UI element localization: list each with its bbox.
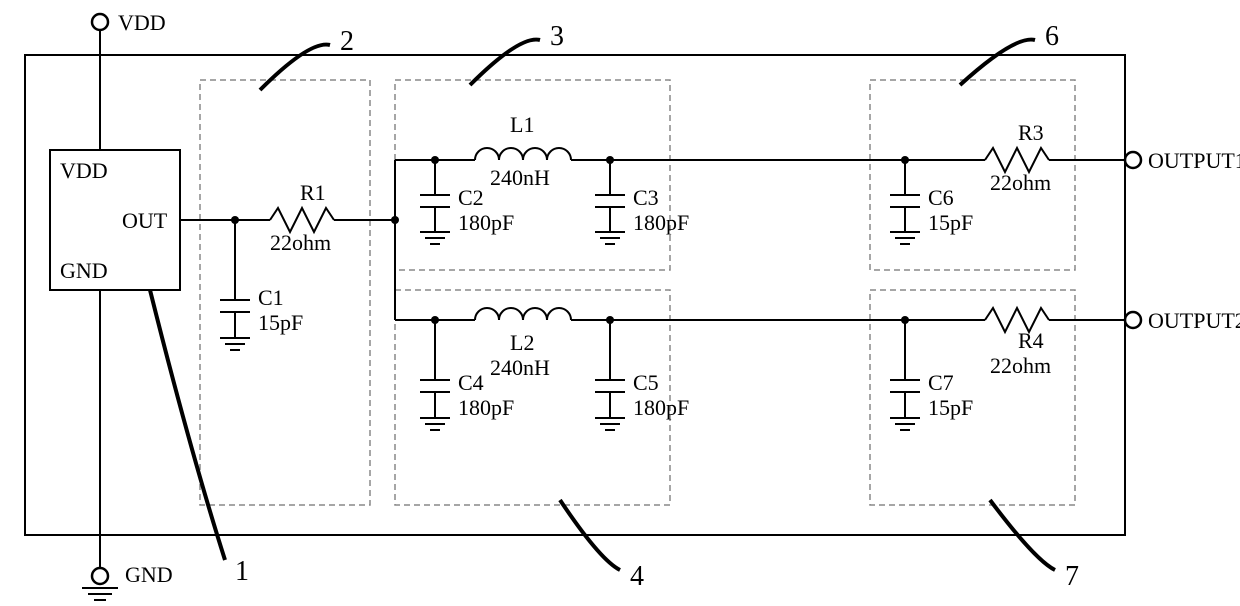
r4-ref: R4: [1018, 328, 1044, 353]
c7-ref: C7: [928, 370, 954, 395]
chip-pin-out: OUT: [122, 208, 168, 233]
l1-inductor-icon: [475, 148, 571, 160]
r1-val: 22ohm: [270, 230, 331, 255]
vdd-terminal-icon: [92, 14, 108, 30]
chip-pin-vdd: VDD: [60, 158, 108, 183]
c3-val: 180pF: [633, 210, 689, 235]
vdd-label: VDD: [118, 10, 166, 35]
callout-6: 6: [1045, 21, 1059, 52]
l1-ref: L1: [510, 112, 534, 137]
l1-val: 240nH: [490, 165, 550, 190]
callout-7: 7: [1065, 561, 1079, 592]
callout-2: 2: [340, 26, 354, 57]
c5-ref: C5: [633, 370, 659, 395]
output2-terminal-icon: [1125, 312, 1141, 328]
output1-label: OUTPUT1: [1148, 148, 1240, 173]
r1-ref: R1: [300, 180, 326, 205]
c7-val: 15pF: [928, 395, 973, 420]
c6-capacitor-icon: [890, 160, 920, 244]
c3-capacitor-icon: [595, 160, 625, 244]
r3-resistor-icon: [985, 148, 1049, 172]
c2-val: 180pF: [458, 210, 514, 235]
c1-ref: C1: [258, 285, 284, 310]
l2-ref: L2: [510, 330, 534, 355]
output1-terminal-icon: [1125, 152, 1141, 168]
c5-val: 180pF: [633, 395, 689, 420]
c5-capacitor-icon: [595, 320, 625, 430]
gnd-label: GND: [125, 562, 173, 587]
c4-ref: C4: [458, 370, 484, 395]
c6-ref: C6: [928, 185, 954, 210]
schematic: VDD VDD OUT GND GND C1 15pF R1 22ohm: [0, 0, 1240, 606]
chip-pin-gnd: GND: [60, 258, 108, 283]
callout-4: 4: [630, 561, 644, 592]
c4-capacitor-icon: [420, 320, 450, 430]
callout-3: 3: [550, 21, 564, 52]
c1-capacitor-icon: [220, 220, 250, 350]
c6-val: 15pF: [928, 210, 973, 235]
c3-ref: C3: [633, 185, 659, 210]
r3-ref: R3: [1018, 120, 1044, 145]
c4-val: 180pF: [458, 395, 514, 420]
r4-val: 22ohm: [990, 353, 1051, 378]
callout-1: 1: [235, 556, 249, 587]
l2-val: 240nH: [490, 355, 550, 380]
group-2-box: [200, 80, 370, 505]
r3-val: 22ohm: [990, 170, 1051, 195]
output2-label: OUTPUT2: [1148, 308, 1240, 333]
gnd-terminal-icon: [92, 568, 108, 584]
r1-resistor-icon: [270, 208, 334, 232]
l2-inductor-icon: [475, 308, 571, 320]
c7-capacitor-icon: [890, 320, 920, 430]
c2-ref: C2: [458, 185, 484, 210]
c2-capacitor-icon: [420, 160, 450, 244]
c1-val: 15pF: [258, 310, 303, 335]
outer-box: [25, 55, 1125, 535]
